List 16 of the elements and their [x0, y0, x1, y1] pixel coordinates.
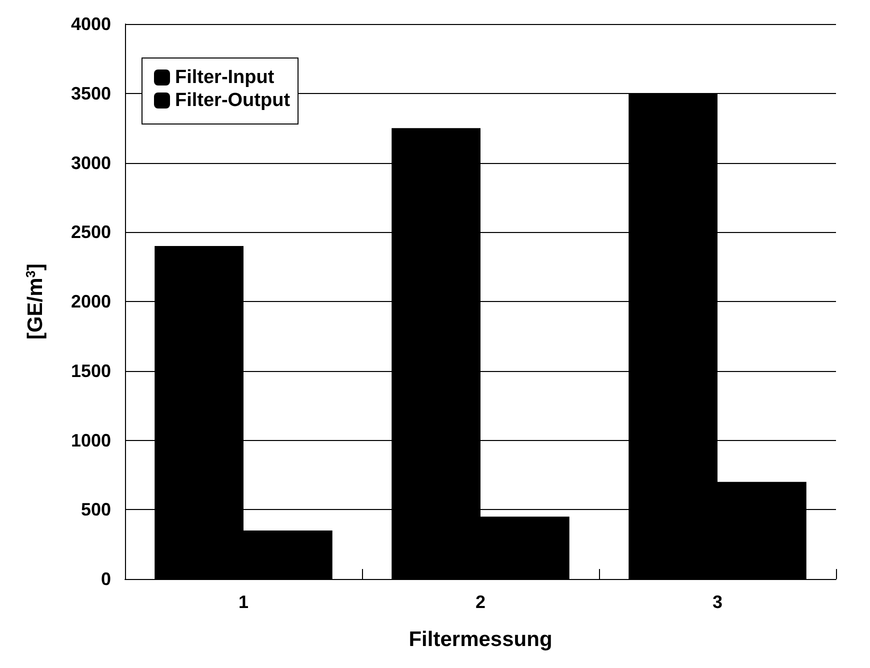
y-tick-label: 1500: [70, 360, 111, 381]
y-axis-title: [GE/m3]: [23, 263, 47, 340]
legend-label: Filter-Output: [175, 90, 291, 111]
y-tick-label: 0: [100, 569, 111, 589]
x-tick-label: 2: [475, 592, 486, 612]
y-tick-label: 3500: [70, 83, 111, 104]
legend-label: Filter-Input: [175, 67, 275, 88]
y-tick-label: 2500: [70, 222, 111, 242]
y-tick-label: 2000: [70, 292, 111, 312]
y-tick-label: 4000: [70, 14, 111, 34]
y-tick-label: 500: [80, 500, 111, 520]
x-axis-title: Filtermessung: [408, 628, 552, 651]
y-tick-label: 3000: [70, 152, 111, 173]
y-tick-label: 1000: [70, 430, 111, 450]
x-tick-label: 1: [238, 592, 249, 612]
x-tick-label: 3: [712, 592, 723, 612]
